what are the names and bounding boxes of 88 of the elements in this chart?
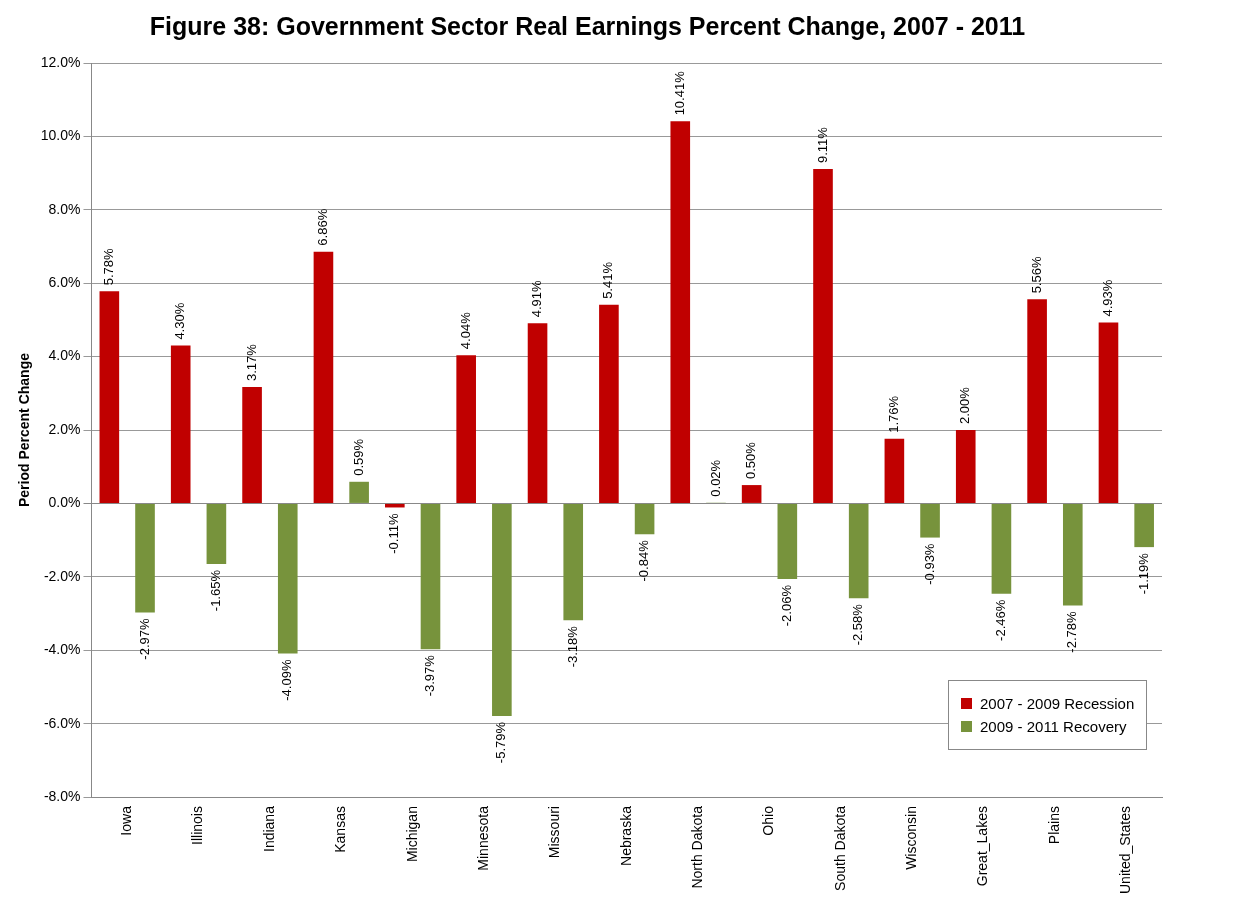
data-label: 10.41% — [671, 70, 687, 116]
bar — [1027, 299, 1047, 503]
bar — [313, 251, 334, 503]
x-tick-label: Great_Lakes — [974, 806, 991, 887]
data-label: 9.11% — [814, 126, 830, 164]
bar — [242, 387, 262, 503]
data-label: -2.78% — [1064, 611, 1080, 653]
data-label: -1.19% — [1135, 552, 1151, 595]
bar — [599, 304, 619, 503]
y-tick-label: 10.0% — [40, 127, 81, 144]
data-label: 4.04% — [457, 311, 473, 350]
bar — [991, 503, 1012, 594]
data-label: 5.56% — [1028, 256, 1044, 294]
x-tick-label: Wisconsin — [903, 806, 920, 870]
y-tick-label: -4.0% — [43, 641, 81, 658]
legend-label: 2009 - 2011 Recovery — [980, 718, 1127, 735]
bar — [955, 430, 976, 503]
y-tick-label: 12.0% — [40, 53, 81, 70]
chart-title: Figure 38: Government Sector Real Earnings Percent Change, 2007 - 2011 — [149, 11, 1026, 40]
x-tick-label: North Dakota — [688, 805, 705, 889]
bar — [135, 503, 155, 613]
y-tick-label: 6.0% — [48, 274, 81, 291]
x-tick-label: Nebraska — [617, 805, 634, 866]
data-label: -2.06% — [778, 584, 794, 627]
bar — [920, 503, 940, 538]
y-tick-label: -8.0% — [43, 787, 81, 804]
data-label: -2.46% — [993, 599, 1008, 641]
bar — [492, 503, 512, 716]
bar — [670, 121, 691, 503]
bar — [99, 291, 120, 503]
bar — [456, 355, 476, 503]
data-label: 5.78% — [100, 247, 116, 286]
bar — [813, 169, 833, 503]
x-tick-label: Kansas — [332, 806, 349, 853]
bar — [634, 503, 655, 535]
y-tick-label: 0.0% — [48, 494, 81, 511]
data-label: -0.93% — [921, 543, 937, 585]
data-label: 4.91% — [529, 279, 545, 318]
data-label: -2.97% — [136, 618, 152, 660]
data-label: -4.09% — [279, 659, 295, 701]
data-label: 0.59% — [350, 438, 366, 476]
y-tick-label: 2.0% — [48, 420, 81, 437]
data-label: 4.93% — [1100, 279, 1116, 317]
data-label: -5.79% — [493, 721, 509, 764]
bar — [527, 323, 548, 503]
data-label: -3.18% — [564, 625, 580, 668]
data-label: -1.65% — [207, 569, 223, 612]
data-label: 4.30% — [172, 302, 188, 340]
bar — [420, 503, 441, 650]
y-tick-label: 8.0% — [48, 200, 81, 217]
bar — [1134, 503, 1154, 548]
x-tick-label: Iowa — [118, 805, 135, 836]
data-label: -0.11% — [386, 513, 402, 554]
x-tick-label: South Dakota — [831, 805, 848, 891]
bar — [277, 503, 298, 654]
data-label: -0.84% — [636, 539, 652, 582]
data-label: 0.50% — [743, 441, 759, 480]
legend-label: 2007 - 2009 Recession — [980, 695, 1135, 712]
bar — [170, 345, 191, 503]
bar — [848, 503, 869, 599]
x-tick-label: Missouri — [546, 806, 563, 859]
data-label: 2.00% — [957, 386, 973, 425]
x-tick-label: Plains — [1045, 806, 1062, 845]
bar — [1062, 503, 1083, 606]
bar — [1098, 322, 1119, 503]
bar — [777, 503, 798, 580]
x-tick-label: United_States — [1117, 806, 1134, 895]
y-tick-label: -6.0% — [43, 714, 81, 731]
data-label: 1.76% — [885, 395, 901, 433]
y-axis-title: Period Percent Change — [16, 352, 33, 508]
bar — [741, 485, 762, 503]
data-label: -3.97% — [422, 654, 438, 697]
x-tick-label: Minnesota — [474, 805, 491, 871]
bar — [349, 481, 369, 503]
data-label: -2.58% — [850, 603, 866, 646]
x-tick-label: Illinois — [189, 806, 206, 845]
data-label: 0.02% — [707, 459, 723, 497]
data-label: 5.41% — [600, 261, 616, 299]
y-tick-label: -2.0% — [43, 567, 81, 584]
bar — [563, 503, 584, 621]
x-tick-label: Indiana — [260, 805, 277, 852]
y-tick-label: 4.0% — [48, 347, 81, 364]
x-tick-label: Ohio — [760, 805, 777, 836]
data-label: 6.86% — [315, 208, 331, 246]
data-label: 3.17% — [243, 343, 259, 382]
x-tick-label: Michigan — [403, 806, 420, 863]
bar — [206, 503, 227, 564]
bar — [884, 438, 905, 503]
